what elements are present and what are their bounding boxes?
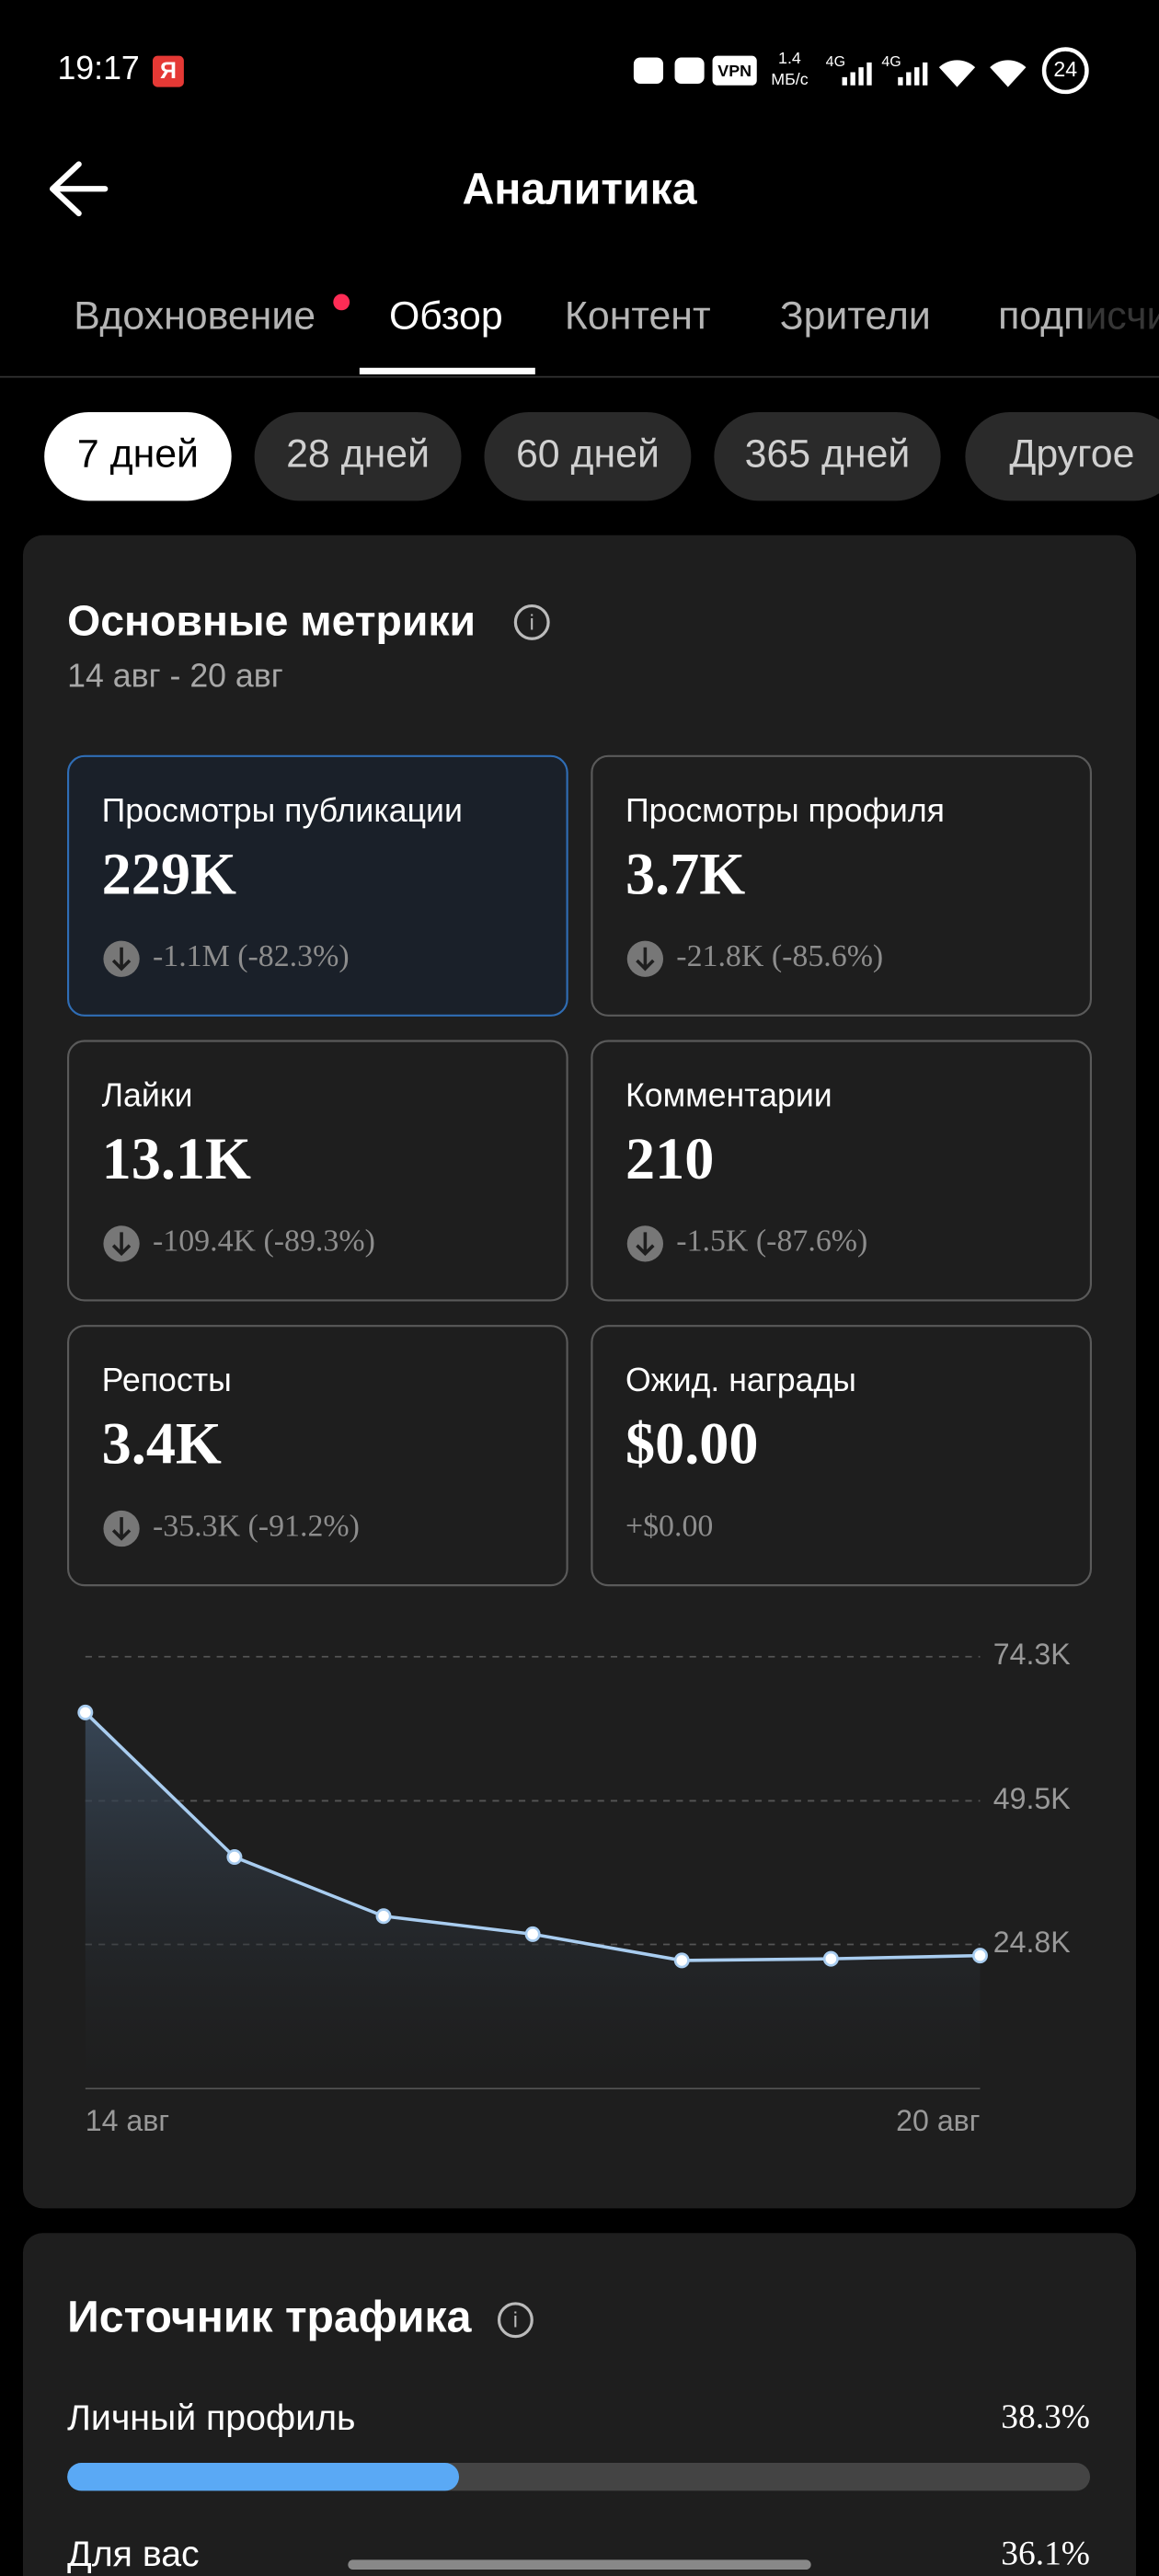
down-arrow <box>636 947 655 972</box>
x-tick-label: 20 авг <box>896 2104 980 2137</box>
info-icon[interactable] <box>513 604 550 640</box>
network: 4G <box>826 53 845 70</box>
down-arrow <box>636 1232 655 1257</box>
metric-value: 229K <box>102 841 236 906</box>
section-title: Источник трафика <box>67 2293 472 2342</box>
wifi-icon <box>990 60 1027 87</box>
period-chip[interactable] <box>44 411 232 501</box>
point <box>673 1952 690 1969</box>
period-chip[interactable] <box>484 411 692 501</box>
metric-value: $0.00 <box>625 1411 759 1477</box>
metric-change: -109.4K (-89.3%) <box>153 1225 375 1259</box>
page-title: Аналитика <box>462 165 697 214</box>
tabs: ВдохновениеОбзорКонтентЗрителиподписчики <box>74 262 1159 374</box>
source-share: 38.3% <box>1001 2398 1090 2436</box>
metric-card[interactable] <box>591 754 1093 1017</box>
y-tick-label: 74.3K <box>993 1638 1071 1671</box>
speed-unit: МБ/с <box>771 70 809 88</box>
metric-card[interactable] <box>66 754 568 1017</box>
metric-card[interactable] <box>591 1040 1093 1302</box>
point <box>226 1849 243 1865</box>
metric-change: +$0.00 <box>625 1509 713 1543</box>
metric-value: 3.7K <box>625 841 745 906</box>
period-chip[interactable] <box>254 411 462 501</box>
tab[interactable]: Вдохновение <box>74 294 316 339</box>
metric-value: 210 <box>625 1126 714 1191</box>
period-label: 60 дней <box>516 431 660 476</box>
down-arrow <box>111 947 132 972</box>
down-arrow <box>111 1517 132 1541</box>
back-button[interactable] <box>49 161 109 217</box>
period-label: Другое <box>1009 431 1134 476</box>
app-icon <box>152 55 184 87</box>
speed: 1.4 <box>778 49 801 67</box>
period-label: 28 дней <box>286 431 430 476</box>
point <box>822 1950 839 1967</box>
period-chip[interactable] <box>965 411 1159 501</box>
home-indicator <box>348 2559 811 2570</box>
chart: 24.8K 49.5K 74.3K 14 авг 20 авг <box>77 1638 1071 2137</box>
metric-label: Комментарии <box>625 1076 832 1113</box>
period-label: 7 дней <box>77 431 199 476</box>
point <box>524 1926 541 1942</box>
battery-ring <box>1041 47 1089 95</box>
y-tick-label: 24.8K <box>993 1926 1071 1959</box>
tab-indicator <box>359 367 535 374</box>
bar <box>67 2463 460 2491</box>
metric-cards: Просмотры публикации 229K -1.1M (-82.3%) Пр… <box>66 754 1093 1587</box>
metric-card[interactable] <box>591 1325 1093 1587</box>
metric-change: -35.3K (-91.2%) <box>153 1509 360 1543</box>
network: 4G <box>881 53 901 70</box>
bluetooth-icon <box>674 57 705 85</box>
info-icon-glyph: i <box>530 610 534 634</box>
period-label: 365 дней <box>745 431 911 476</box>
point <box>77 1704 94 1720</box>
period-chip[interactable] <box>714 411 941 501</box>
y-tick-label: 49.5K <box>993 1782 1071 1815</box>
source-share: 36.1% <box>1001 2535 1090 2572</box>
signal-icon <box>842 62 872 86</box>
metric-change: -1.5K (-87.6%) <box>676 1225 867 1259</box>
x-tick-label: 14 авг <box>86 2104 169 2137</box>
metric-card[interactable] <box>66 1040 568 1302</box>
metric-label: Репосты <box>102 1362 232 1398</box>
point <box>375 1908 392 1925</box>
tab-fade <box>1083 262 1159 372</box>
vpn-icon <box>712 55 757 86</box>
source-name: Личный профиль <box>67 2398 355 2438</box>
battery-text: 24 <box>1053 57 1077 81</box>
app-icon-text: Я <box>160 58 177 84</box>
periods: 7 дней 28 дней 60 дней 365 дней Другое <box>44 411 1159 501</box>
tab[interactable]: Обзор <box>389 294 503 339</box>
info-icon[interactable] <box>497 2302 534 2339</box>
metric-label: Лайки <box>102 1076 193 1113</box>
time: 19:17 <box>57 50 139 86</box>
down-arrow <box>111 1232 132 1257</box>
metric-change: -21.8K (-85.6%) <box>676 939 883 973</box>
notification-dot <box>333 293 350 311</box>
vpn-text: VPN <box>717 62 752 80</box>
area <box>85 1712 981 2089</box>
metric-value: 3.4K <box>102 1411 222 1477</box>
date-range: 14 авг - 20 авг <box>67 658 283 695</box>
tab[interactable]: Зрители <box>780 294 931 339</box>
section-title: Основные метрики <box>67 596 476 644</box>
metric-card[interactable] <box>66 1325 568 1587</box>
metric-label: Просмотры публикации <box>102 792 463 829</box>
metric-label: Ожид. награды <box>625 1362 856 1398</box>
wifi-icon <box>938 60 976 87</box>
metric-value: 13.1K <box>102 1126 251 1191</box>
tab[interactable]: Контент <box>565 294 711 339</box>
source-name: Для вас <box>67 2534 200 2574</box>
traffic-sources: Личный профиль 38.3% Для вас 36.1% <box>67 2398 1090 2574</box>
point <box>971 1948 988 1964</box>
metric-label: Просмотры профиля <box>625 792 945 829</box>
vibrate-icon <box>633 57 664 85</box>
signal-icon <box>898 62 928 86</box>
metric-change: -1.1M (-82.3%) <box>153 939 350 973</box>
info-icon-glyph: i <box>513 2308 518 2332</box>
